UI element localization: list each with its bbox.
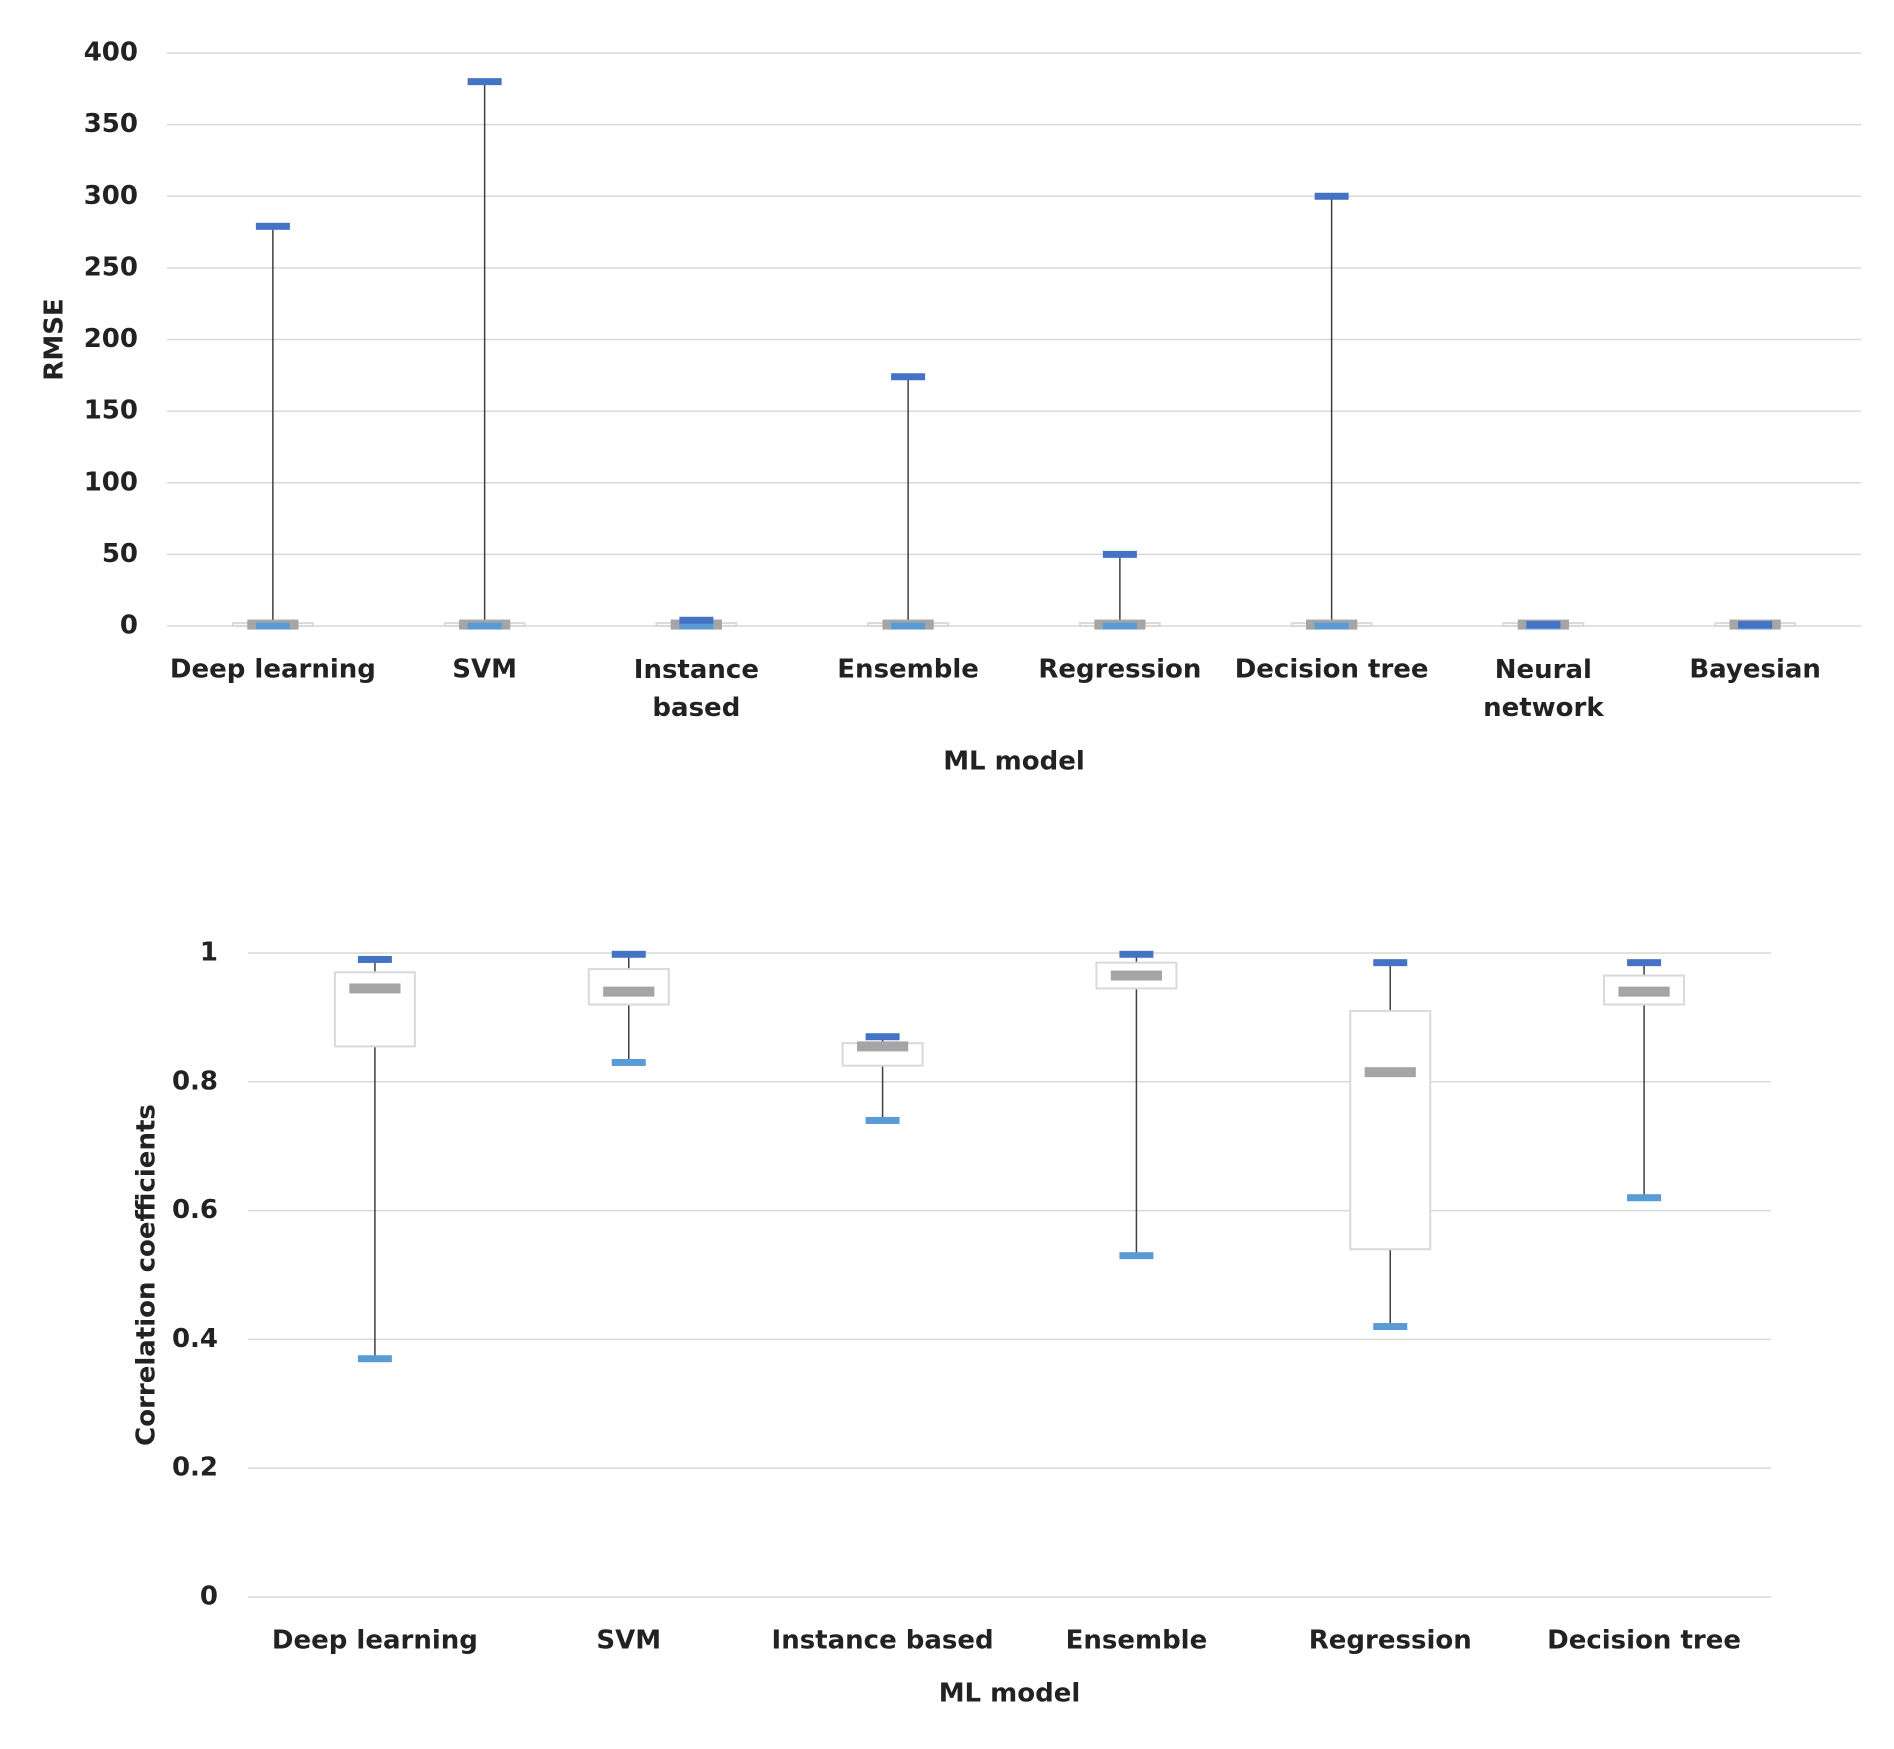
y-tick-label: 0.8 xyxy=(172,1066,218,1096)
y-tick-label: 50 xyxy=(102,539,138,569)
y-tick-label: 0.4 xyxy=(172,1324,218,1354)
max-marker xyxy=(679,616,714,624)
min-marker xyxy=(679,622,714,630)
x-axis-label: ML model xyxy=(943,747,1085,777)
y-tick-label: 400 xyxy=(84,38,138,68)
x-tick-label: Regression xyxy=(1309,1626,1472,1656)
x-tick-label: Decision tree xyxy=(1547,1626,1741,1656)
median-marker xyxy=(603,986,655,997)
x-tick-label: Decision tree xyxy=(1235,655,1429,685)
max-marker xyxy=(1627,959,1662,967)
min-marker xyxy=(357,1355,392,1363)
x-tick-label: Ensemble xyxy=(1066,1626,1208,1656)
max-marker xyxy=(1314,192,1349,200)
min-marker xyxy=(865,1116,900,1124)
min-marker xyxy=(1119,1252,1154,1260)
min-marker xyxy=(255,622,290,630)
min-marker xyxy=(1627,1194,1662,1202)
x-tick-label: SVM xyxy=(596,1626,661,1656)
median-marker xyxy=(1618,986,1670,997)
median-marker xyxy=(1110,970,1163,981)
x-tick-label: Instance based xyxy=(634,655,759,723)
max-marker xyxy=(1526,621,1561,629)
y-axis-label: Correlation coefficients xyxy=(132,1104,162,1446)
median-marker xyxy=(856,1041,909,1052)
max-marker xyxy=(1373,959,1408,967)
min-marker xyxy=(1102,622,1137,630)
y-tick-label: 200 xyxy=(84,324,138,354)
y-tick-label: 100 xyxy=(84,467,138,497)
x-tick-label: Deep learning xyxy=(272,1626,478,1656)
max-marker xyxy=(611,950,646,958)
y-tick-label: 0.2 xyxy=(172,1453,218,1483)
median-marker xyxy=(349,983,401,994)
x-tick-label: Instance based xyxy=(772,1626,994,1656)
y-tick-label: 150 xyxy=(84,396,138,426)
max-marker xyxy=(467,78,502,86)
x-tick-label: Ensemble xyxy=(837,655,979,685)
y-tick-label: 0 xyxy=(200,1582,218,1612)
y-tick-label: 0 xyxy=(120,611,138,641)
max-marker xyxy=(891,373,926,381)
y-tick-label: 250 xyxy=(84,252,138,282)
median-marker xyxy=(1364,1067,1416,1078)
y-axis-label: RMSE xyxy=(40,298,70,380)
x-tick-label: Neural network xyxy=(1483,655,1604,723)
max-marker xyxy=(357,955,392,963)
max-marker xyxy=(255,222,290,230)
min-marker xyxy=(1314,622,1349,630)
min-marker xyxy=(467,622,502,630)
y-tick-label: 0.6 xyxy=(172,1195,218,1225)
min-marker xyxy=(611,1058,646,1066)
min-marker xyxy=(1373,1323,1408,1331)
max-marker xyxy=(1119,950,1154,958)
y-tick-label: 1 xyxy=(200,938,218,968)
x-tick-label: SVM xyxy=(452,655,517,685)
x-tick-label: Regression xyxy=(1038,655,1201,685)
y-tick-label: 300 xyxy=(84,181,138,211)
x-axis-label: ML model xyxy=(939,1679,1081,1709)
min-marker xyxy=(891,622,926,630)
y-tick-label: 350 xyxy=(84,109,138,139)
box xyxy=(1349,1009,1432,1251)
x-tick-label: Bayesian xyxy=(1689,655,1821,685)
max-marker xyxy=(1102,550,1137,558)
max-marker xyxy=(865,1033,900,1041)
max-marker xyxy=(1738,621,1773,629)
x-tick-label: Deep learning xyxy=(170,655,376,685)
